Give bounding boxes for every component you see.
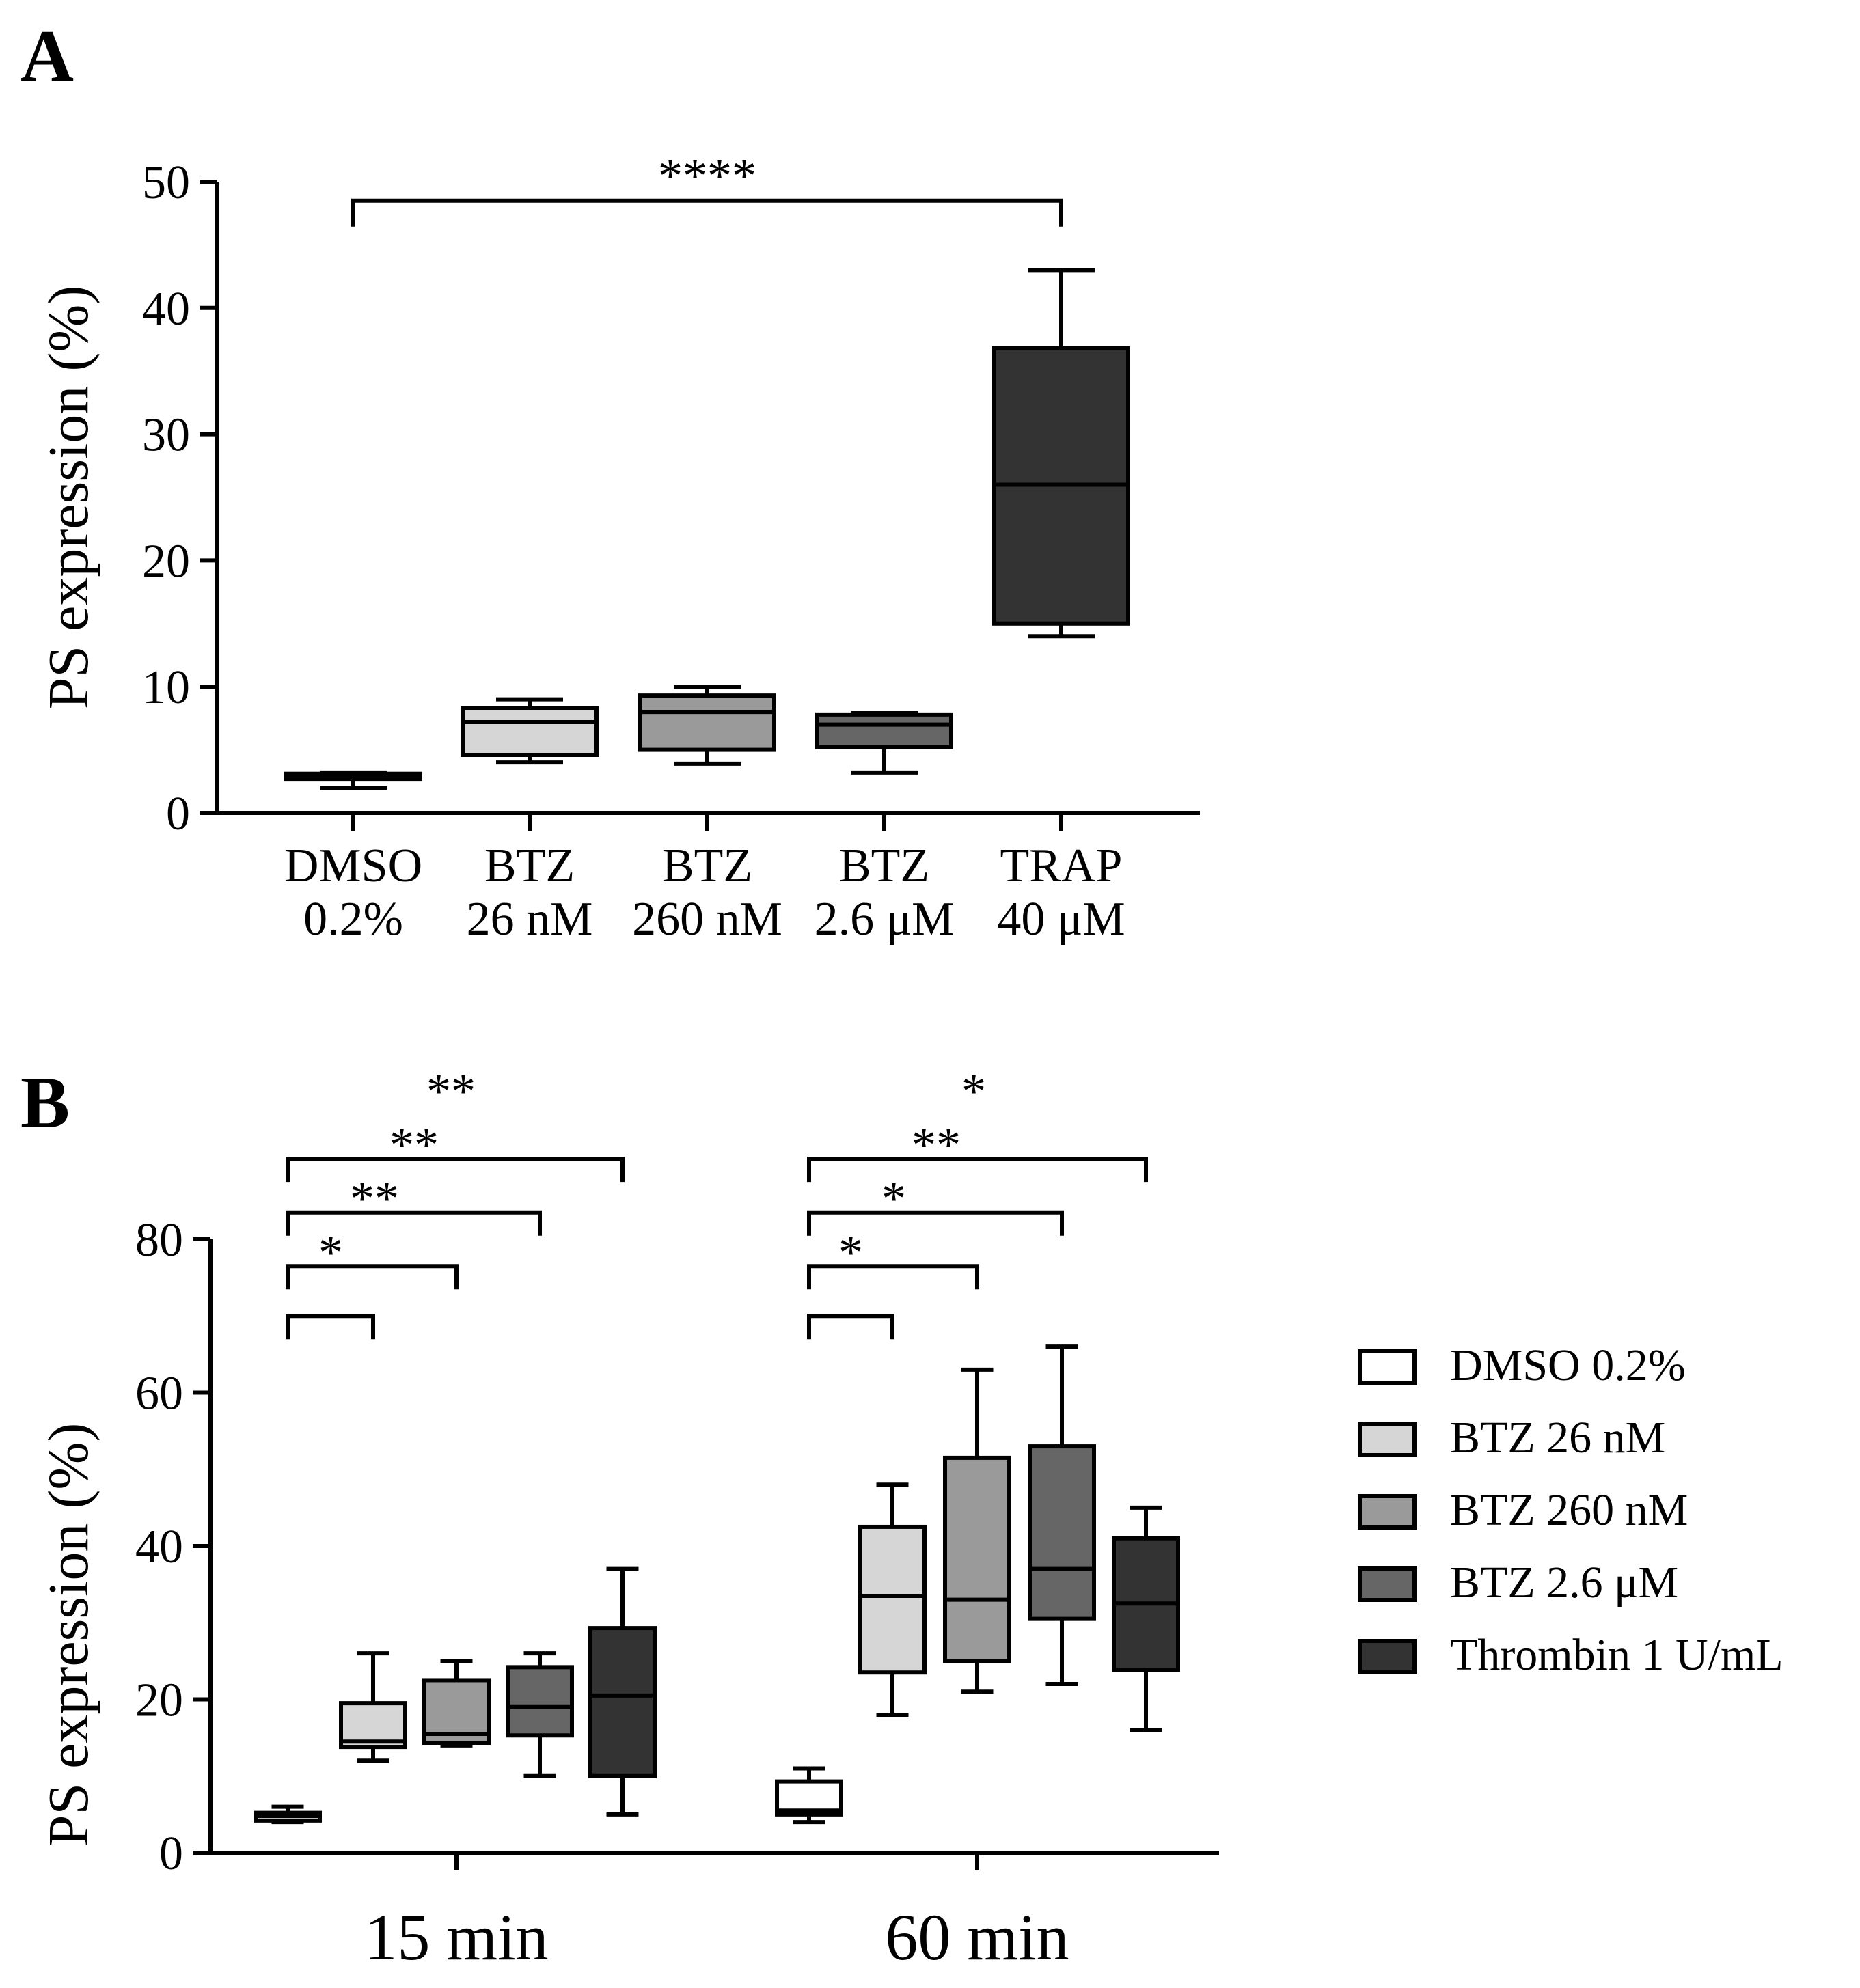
y-tick-label: 0 (166, 788, 190, 840)
significance-bracket (807, 1157, 1148, 1183)
y-tick-label: 80 (135, 1214, 183, 1267)
significance-label: ** (389, 1118, 439, 1172)
x-tick-label: 0.2% (303, 893, 403, 945)
significance-bracket (807, 1210, 1064, 1236)
legend-swatch (1358, 1349, 1417, 1385)
significance-bracket (286, 1264, 459, 1290)
significance-label: ** (350, 1172, 399, 1226)
significance-label: ** (912, 1118, 961, 1172)
x-tick-label: TRAP (1000, 840, 1123, 892)
panel-a-letter: A (20, 16, 74, 97)
x-tick-label: BTZ (484, 840, 575, 892)
box (858, 1524, 927, 1675)
significance-bracket (286, 1314, 375, 1340)
y-tick-label: 40 (135, 1521, 183, 1573)
x-tick-label: 60 min (885, 1901, 1069, 1974)
y-tick-label: 0 (159, 1827, 183, 1880)
x-tick-label: BTZ (662, 840, 752, 892)
legend-label: Thrombin 1 U/mL (1450, 1630, 1783, 1680)
box (943, 1455, 1011, 1663)
significance-bracket (807, 1314, 894, 1340)
y-tick-label: 60 (135, 1368, 183, 1420)
panel-b-letter: B (20, 1062, 70, 1144)
box (638, 693, 776, 752)
significance-bracket (286, 1210, 542, 1236)
x-tick-label: BTZ (839, 840, 929, 892)
significance-bracket (807, 1264, 979, 1290)
legend-label: BTZ 26 nM (1450, 1413, 1665, 1463)
y-axis-title: PS expression (%) (37, 286, 100, 710)
significance-bracket (351, 198, 1063, 227)
legend-label: BTZ 260 nM (1450, 1485, 1688, 1535)
x-tick-label: 26 nM (467, 893, 593, 945)
x-tick-label: 15 min (364, 1901, 548, 1974)
box (1028, 1444, 1096, 1621)
significance-label: **** (658, 149, 756, 204)
significance-label: * (961, 1064, 986, 1119)
box (461, 706, 599, 757)
x-tick-label: 2.6 μM (815, 893, 955, 945)
x-tick-label: 40 μM (997, 893, 1125, 945)
significance-label: ** (426, 1064, 476, 1119)
y-tick-label: 20 (135, 1674, 183, 1727)
legend-swatch (1358, 1422, 1417, 1457)
box (506, 1665, 574, 1738)
legend-label: DMSO 0.2% (1450, 1340, 1686, 1390)
x-tick-label: 260 nM (632, 893, 782, 945)
y-tick-label: 30 (142, 409, 190, 462)
y-tick-label: 40 (142, 283, 190, 335)
significance-label: * (318, 1225, 343, 1280)
y-axis-title: PS expression (%) (37, 1423, 100, 1847)
y-tick-label: 20 (142, 535, 190, 588)
significance-label: * (881, 1172, 906, 1226)
legend-swatch (1358, 1639, 1417, 1674)
significance-bracket (286, 1157, 625, 1183)
legend-label: BTZ 2.6 μM (1450, 1558, 1678, 1607)
significance-label: * (838, 1225, 863, 1280)
x-tick-label: DMSO (284, 840, 422, 892)
y-tick-label: 10 (142, 661, 190, 714)
legend: DMSO 0.2% BTZ 26 nM BTZ 260 nM BTZ 2.6 μM Th… (1358, 1340, 1783, 1680)
y-tick-label: 50 (142, 156, 190, 209)
legend-swatch (1358, 1566, 1417, 1602)
box (815, 712, 953, 749)
legend-swatch (1358, 1494, 1417, 1530)
box (588, 1626, 657, 1778)
